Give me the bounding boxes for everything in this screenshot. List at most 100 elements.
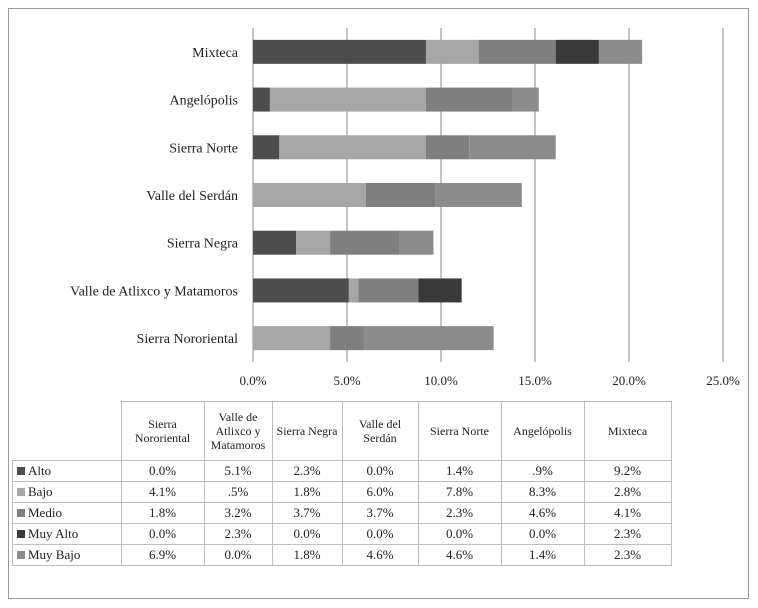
category-label: Sierra Norte xyxy=(169,141,238,156)
row-label: Alto xyxy=(12,460,122,482)
table-column-header: Valle de Atlixco y Matamoros xyxy=(203,401,273,461)
bar-segment-muy-bajo xyxy=(598,39,643,64)
row-label-text: Alto xyxy=(28,463,52,478)
table-cell: 3.7% xyxy=(271,502,343,524)
table-row: Medio 1.8% 3.2% 3.7% 3.7% 2.3% 4.6% 4.1% xyxy=(12,502,672,524)
row-label-text: Muy Bajo xyxy=(28,547,81,562)
table-column-header: Valle del Serdán xyxy=(341,401,419,461)
table-cell: 0.0% xyxy=(120,523,205,545)
table-cell: 1.4% xyxy=(417,460,502,482)
bar-segment-alto xyxy=(253,230,297,255)
table-cell: 4.6% xyxy=(417,544,502,566)
bar-segment-medio xyxy=(365,183,436,207)
table-cell: 9.2% xyxy=(583,460,672,482)
category-label: Angelópolis xyxy=(170,94,238,109)
table-cell: 0.0% xyxy=(271,523,343,545)
table-cell: 5.1% xyxy=(203,460,273,482)
row-label: Bajo xyxy=(12,481,122,503)
table-cell: 1.8% xyxy=(271,481,343,503)
table-cell: 8.3% xyxy=(500,481,585,503)
table-cell: 2.8% xyxy=(583,481,672,503)
table-cell: 2.3% xyxy=(417,502,502,524)
bar-segment-alto xyxy=(253,39,426,64)
bar-segment-bajo xyxy=(296,230,331,255)
bar-segment-medio xyxy=(478,39,556,64)
category-label: Valle del Serdán xyxy=(146,189,238,204)
row-label: Muy Bajo xyxy=(12,544,122,566)
bar-segment-muy-bajo xyxy=(435,183,522,207)
bar-segment-muy-alto xyxy=(418,278,462,303)
table-cell: 3.2% xyxy=(203,502,273,524)
legend-swatch xyxy=(17,488,25,496)
table-cell: 4.1% xyxy=(583,502,672,524)
bar-segment-alto xyxy=(253,87,270,112)
table-cell: 3.7% xyxy=(341,502,419,524)
row-label: Muy Alto xyxy=(12,523,122,545)
data-table: Sierra Nororiental Valle de Atlixco y Mat… xyxy=(12,401,672,566)
row-label-text: Muy Alto xyxy=(28,526,79,541)
legend-swatch xyxy=(17,509,25,517)
table-cell: 2.3% xyxy=(203,523,273,545)
table-cell: 6.9% xyxy=(120,544,205,566)
table-cell: 2.3% xyxy=(583,544,672,566)
table-cell: 1.8% xyxy=(271,544,343,566)
bar-segment-muy-bajo xyxy=(363,326,494,351)
table-corner xyxy=(12,401,122,461)
table-column-header: Sierra Norte xyxy=(417,401,502,461)
bar-segment-bajo xyxy=(425,39,479,64)
bar-segment-muy-alto xyxy=(555,39,599,64)
table-column-header: Sierra Negra xyxy=(271,401,343,461)
bar-segment-alto xyxy=(253,135,280,160)
row-label: Medio xyxy=(12,502,122,524)
x-tick-label: 15.0% xyxy=(518,373,552,388)
table-cell: 7.8% xyxy=(417,481,502,503)
x-tick-label: 10.0% xyxy=(424,373,458,388)
x-tick-label: 0.0% xyxy=(239,373,266,388)
category-label: Mixteca xyxy=(192,46,239,61)
bar-segment-bajo xyxy=(253,326,331,351)
bar-segment-medio xyxy=(425,87,513,112)
x-tick-label: 25.0% xyxy=(706,373,740,388)
table-cell: 0.0% xyxy=(500,523,585,545)
table-row: Muy Bajo 6.9% 0.0% 1.8% 4.6% 4.6% 1.4% 2.3% xyxy=(12,544,672,566)
table-cell: 0.0% xyxy=(120,460,205,482)
table-cell: 4.6% xyxy=(341,544,419,566)
x-tick-label: 20.0% xyxy=(612,373,646,388)
table-header-row: Sierra Nororiental Valle de Atlixco y Mat… xyxy=(12,401,672,461)
table-cell: 4.1% xyxy=(120,481,205,503)
table-cell: 0.0% xyxy=(341,523,419,545)
table-cell: .9% xyxy=(500,460,585,482)
table-row: Alto 0.0% 5.1% 2.3% 0.0% 1.4% .9% 9.2% xyxy=(12,460,672,482)
table-column-header: Sierra Nororiental xyxy=(120,401,205,461)
table-row: Muy Alto 0.0% 2.3% 0.0% 0.0% 0.0% 0.0% 2.3% xyxy=(12,523,672,545)
bar-segment-bajo xyxy=(279,135,426,160)
bar-segment-medio xyxy=(330,326,364,351)
legend-swatch xyxy=(17,530,25,538)
table-cell: 2.3% xyxy=(583,523,672,545)
table-cell: .5% xyxy=(203,481,273,503)
row-label-text: Bajo xyxy=(28,484,53,499)
legend-swatch xyxy=(17,551,25,559)
bar-segment-medio xyxy=(330,230,400,255)
bar-segment-muy-bajo xyxy=(469,135,556,160)
table-cell: 2.3% xyxy=(271,460,343,482)
bar-segment-alto xyxy=(253,278,349,303)
chart-plot: Mixteca Angelópolis Sierra Norte Valle del … xyxy=(70,28,740,388)
table-cell: 1.8% xyxy=(120,502,205,524)
bar-segment-bajo xyxy=(253,183,366,207)
bar-segment-bajo xyxy=(269,87,426,112)
table-cell: 4.6% xyxy=(500,502,585,524)
bar-segment-medio xyxy=(358,278,419,303)
x-tick-label: 5.0% xyxy=(333,373,360,388)
table-column-header: Angelópolis xyxy=(500,401,585,461)
table-row: Bajo 4.1% .5% 1.8% 6.0% 7.8% 8.3% 2.8% xyxy=(12,481,672,503)
table-column-header: Mixteca xyxy=(583,401,672,461)
category-label: Valle de Atlixco y Matamoros xyxy=(70,284,238,299)
legend-swatch xyxy=(17,467,25,475)
table-cell: 1.4% xyxy=(500,544,585,566)
table-cell: 6.0% xyxy=(341,481,419,503)
bar-segment-muy-bajo xyxy=(512,87,539,112)
bar-segment-muy-bajo xyxy=(399,230,434,255)
table-cell: 0.0% xyxy=(341,460,419,482)
row-label-text: Medio xyxy=(28,505,62,520)
